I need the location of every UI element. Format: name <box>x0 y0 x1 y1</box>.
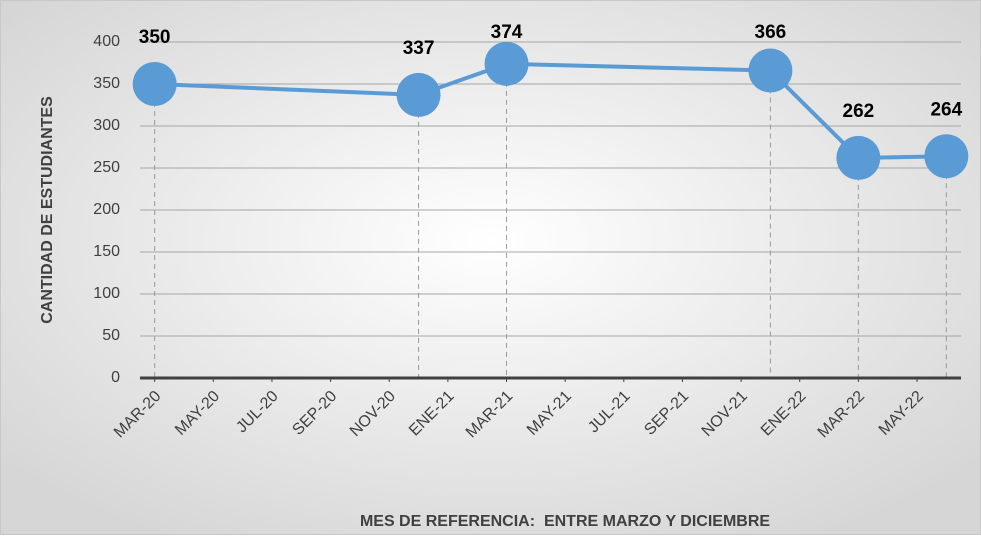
marker <box>924 134 969 179</box>
y-tick-label: 300 <box>93 117 120 134</box>
marker <box>132 62 177 106</box>
marker <box>484 41 529 86</box>
y-tick-label: 150 <box>93 243 120 260</box>
x-axis-title: MES DE REFERENCIA: ENTRE MARZO Y DICIEMB… <box>360 513 770 530</box>
data-label: 264 <box>930 99 962 120</box>
y-tick-label: 100 <box>93 285 120 302</box>
y-tick-label: 350 <box>93 75 120 92</box>
y-axis-title: CANTIDAD DE ESTUDIANTES <box>39 96 56 324</box>
y-tick-label: 400 <box>93 33 120 50</box>
data-label: 337 <box>403 38 435 59</box>
data-label: 366 <box>755 22 787 43</box>
marker <box>748 48 793 93</box>
y-tick-label: 0 <box>111 369 120 386</box>
y-tick-label: 200 <box>93 201 120 218</box>
data-label: 350 <box>139 27 171 48</box>
marker <box>836 135 881 180</box>
data-label: 262 <box>843 101 875 122</box>
marker <box>396 72 441 117</box>
data-label: 374 <box>491 22 523 43</box>
y-tick-label: 250 <box>93 159 120 176</box>
y-tick-label: 50 <box>102 327 120 344</box>
